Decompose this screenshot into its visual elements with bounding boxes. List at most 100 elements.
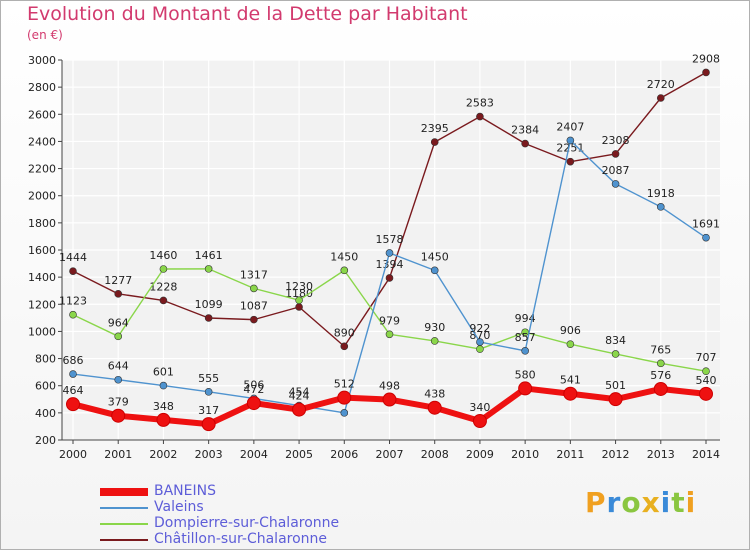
data-point bbox=[385, 330, 394, 339]
data-label: 1918 bbox=[647, 187, 675, 200]
logo-letter: i bbox=[660, 486, 672, 519]
data-point bbox=[111, 408, 126, 423]
data-point bbox=[476, 338, 484, 346]
data-point bbox=[295, 296, 303, 305]
data-label: 922 bbox=[469, 322, 490, 335]
data-label: 870 bbox=[469, 329, 490, 342]
legend-swatch bbox=[100, 488, 148, 496]
data-label: 2908 bbox=[692, 52, 720, 65]
data-label: 464 bbox=[63, 384, 84, 397]
data-point bbox=[611, 350, 620, 358]
logo-letter: t bbox=[671, 486, 686, 519]
data-label: 1450 bbox=[421, 250, 449, 263]
data-label: 501 bbox=[605, 379, 626, 392]
x-tick-label: 2009 bbox=[466, 448, 494, 461]
y-tick-label: 2800 bbox=[28, 81, 56, 94]
data-label: 1228 bbox=[149, 280, 177, 293]
data-point bbox=[476, 345, 484, 353]
data-point bbox=[472, 414, 487, 428]
y-tick-label: 1200 bbox=[28, 298, 56, 311]
data-label: 576 bbox=[650, 369, 671, 382]
data-point bbox=[611, 150, 620, 158]
data-point bbox=[156, 412, 171, 427]
logo-letter: r bbox=[606, 486, 622, 519]
data-label: 1460 bbox=[149, 249, 177, 262]
y-tick-label: 2400 bbox=[28, 135, 56, 148]
data-label: 1461 bbox=[195, 249, 223, 262]
legend-label: Valeins bbox=[154, 499, 204, 515]
data-label: 1099 bbox=[195, 298, 223, 311]
data-label: 644 bbox=[108, 360, 129, 373]
data-point bbox=[476, 112, 484, 121]
data-point bbox=[699, 386, 713, 401]
data-label: 1180 bbox=[285, 287, 313, 300]
data-point bbox=[430, 138, 439, 146]
data-label: 340 bbox=[469, 401, 490, 414]
legend-label: Dompierre-sur-Chalaronne bbox=[154, 515, 340, 531]
data-label: 540 bbox=[696, 374, 717, 387]
data-point bbox=[656, 94, 665, 102]
data-point bbox=[114, 332, 123, 341]
data-label: 1317 bbox=[240, 268, 268, 281]
data-label: 2251 bbox=[556, 142, 584, 155]
data-label: 1444 bbox=[59, 251, 87, 264]
data-label: 555 bbox=[198, 372, 219, 385]
data-point bbox=[611, 180, 620, 188]
y-tick-label: 1600 bbox=[28, 244, 56, 257]
data-point bbox=[69, 370, 77, 378]
x-tick-label: 2001 bbox=[104, 448, 132, 461]
data-label: 424 bbox=[289, 390, 310, 403]
data-label: 994 bbox=[515, 312, 536, 325]
data-point bbox=[340, 266, 349, 275]
data-point bbox=[295, 303, 303, 311]
data-point bbox=[702, 68, 710, 77]
y-tick-label: 200 bbox=[35, 434, 56, 447]
x-tick-label: 2006 bbox=[330, 448, 358, 461]
data-point bbox=[159, 265, 168, 273]
data-label: 1691 bbox=[692, 218, 720, 231]
data-label: 1230 bbox=[285, 280, 313, 293]
data-point bbox=[114, 375, 123, 384]
legend-label: BANEINS bbox=[154, 483, 216, 499]
data-label: 1578 bbox=[376, 233, 404, 246]
x-tick-label: 2000 bbox=[59, 448, 87, 461]
data-label: 834 bbox=[605, 334, 626, 347]
data-point bbox=[702, 367, 710, 375]
data-label: 348 bbox=[153, 400, 174, 413]
x-tick-label: 2011 bbox=[556, 448, 584, 461]
data-point bbox=[385, 274, 394, 282]
data-point bbox=[518, 381, 533, 396]
data-label: 906 bbox=[560, 324, 581, 337]
data-label: 1394 bbox=[376, 258, 404, 271]
data-point bbox=[114, 290, 123, 298]
chart-subtitle: (en €) bbox=[27, 28, 63, 42]
data-label: 506 bbox=[243, 378, 264, 391]
data-point bbox=[159, 296, 168, 305]
x-tick-label: 2008 bbox=[421, 448, 449, 461]
data-point bbox=[204, 314, 213, 322]
legend-swatch bbox=[100, 507, 148, 509]
data-point bbox=[430, 337, 439, 345]
data-point bbox=[653, 381, 668, 396]
data-point bbox=[204, 265, 213, 273]
data-point bbox=[608, 392, 623, 407]
data-point bbox=[566, 157, 575, 166]
data-point bbox=[66, 397, 80, 412]
y-tick-label: 800 bbox=[35, 353, 56, 366]
x-tick-label: 2010 bbox=[511, 448, 539, 461]
data-label: 498 bbox=[379, 380, 400, 393]
data-point bbox=[521, 347, 529, 355]
data-label: 1123 bbox=[59, 295, 87, 308]
x-tick-label: 2004 bbox=[240, 448, 268, 461]
y-tick-label: 2600 bbox=[28, 108, 56, 121]
data-label: 964 bbox=[108, 316, 129, 329]
data-point bbox=[385, 249, 394, 257]
data-label: 379 bbox=[108, 396, 129, 409]
data-label: 512 bbox=[334, 378, 355, 391]
logo-letter: x bbox=[641, 486, 661, 519]
data-label: 541 bbox=[560, 374, 581, 387]
data-label: 2308 bbox=[602, 134, 630, 147]
x-tick-label: 2003 bbox=[195, 448, 223, 461]
data-point bbox=[69, 310, 77, 319]
logo-letter: P bbox=[585, 486, 607, 519]
